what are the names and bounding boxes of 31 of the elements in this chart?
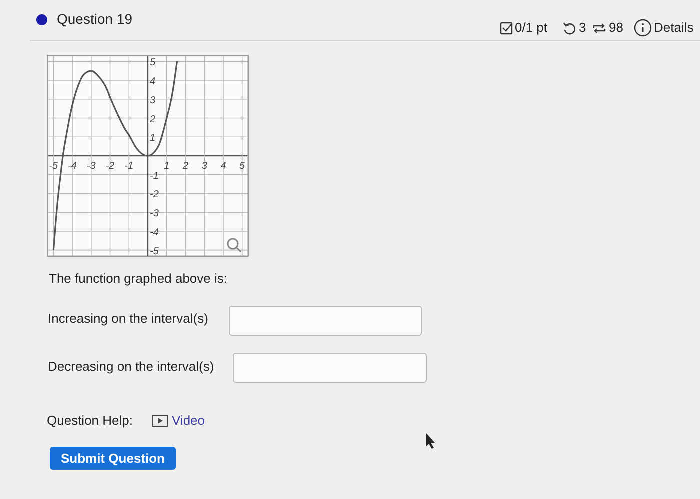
y-tick-label: 2 [149,114,156,126]
x-tick-label: -1 [124,161,134,172]
y-tick-label: 1 [150,133,156,144]
y-tick-label: 3 [150,95,156,106]
y-tick-label: -5 [150,246,160,258]
text: Submit Question [61,451,165,466]
text: Video [172,413,206,428]
x-tick-label: -3 [86,161,96,172]
text: Details [654,20,694,35]
x-tick-label: 3 [202,161,208,172]
x-tick-label: 5 [240,161,246,172]
text: 98 [609,20,624,35]
x-tick-label: -4 [68,161,78,172]
text: The function graphed above is: [49,271,228,286]
text: Question Help: [47,413,133,428]
x-tick-label: 2 [182,161,189,172]
y-tick-label: 4 [150,76,156,88]
y-tick-label: 5 [150,58,156,69]
y-tick-label: -1 [150,170,159,182]
y-tick-label: -3 [150,208,160,220]
chart-title: Question 19 [57,11,132,27]
x-tick-label: -5 [49,161,59,172]
x-tick-label: 4 [220,161,227,172]
text: 0/1 pt [515,20,548,35]
text: Increasing on the interval(s) [48,311,208,326]
text: Decreasing on the interval(s) [48,359,214,374]
x-tick-label: 1 [164,161,170,172]
x-tick-label: -2 [106,161,116,172]
y-tick-label: -2 [150,190,160,201]
text: 3 [579,20,586,35]
y-tick-label: -4 [150,227,160,238]
